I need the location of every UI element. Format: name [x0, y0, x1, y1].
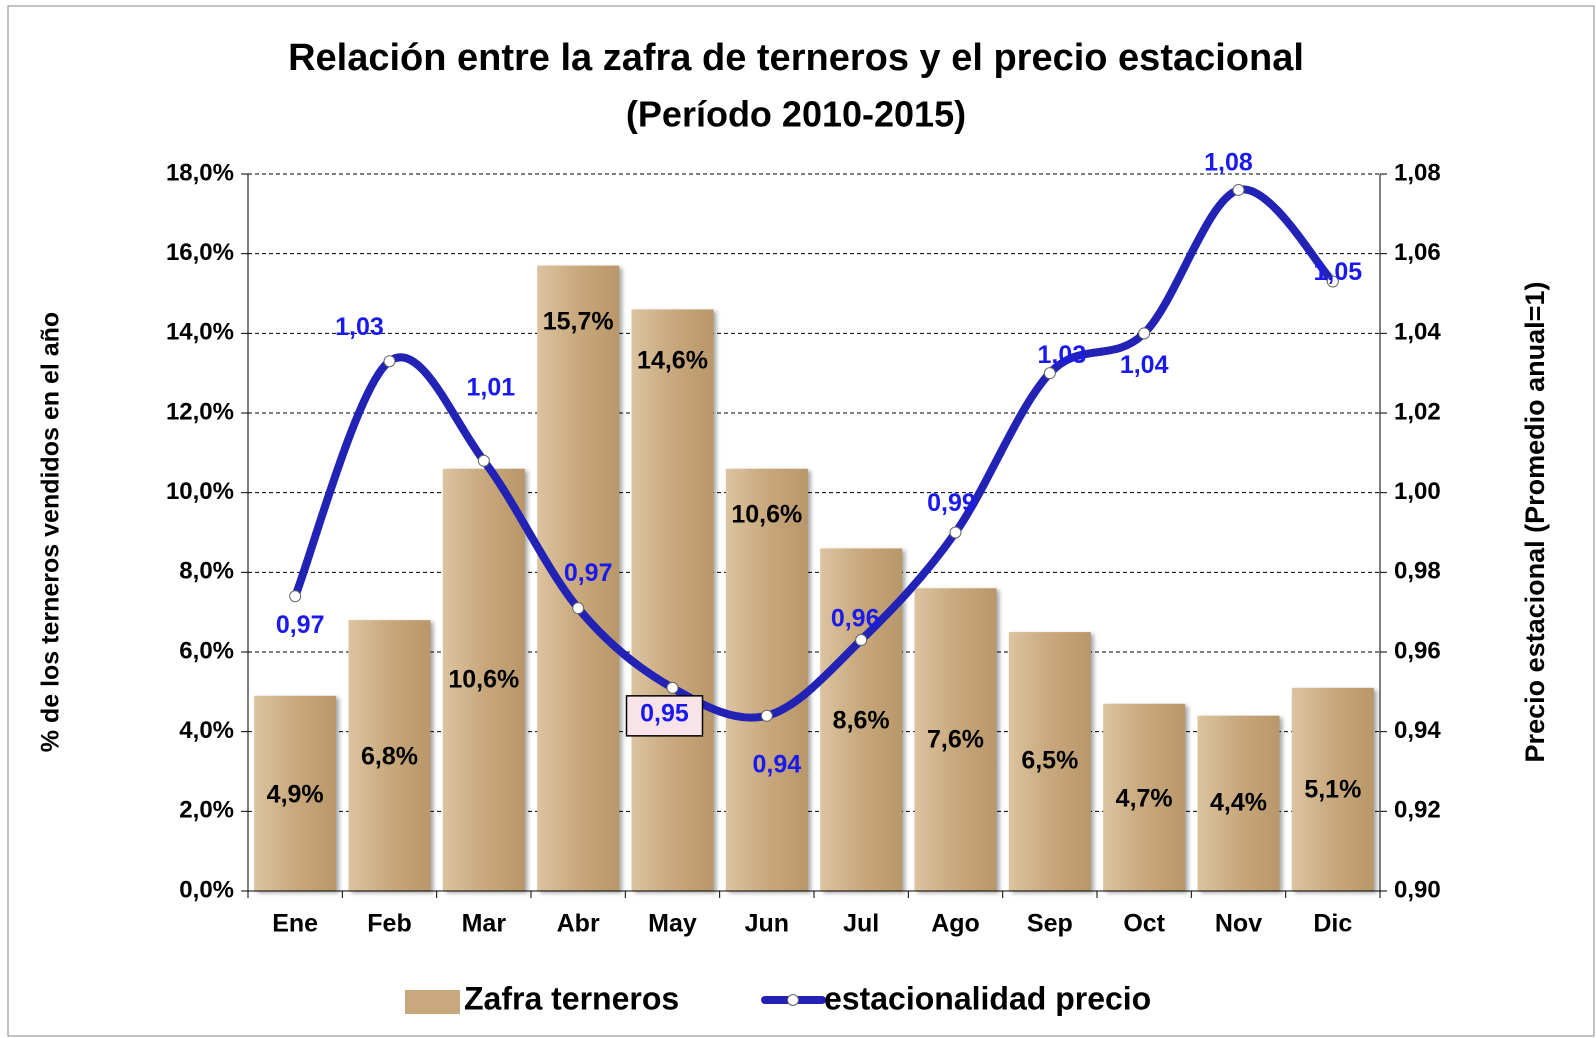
legend-label: estacionalidad precio [824, 980, 1151, 1016]
y-tick-label: 2,0% [179, 797, 234, 824]
line-value-label: 1,01 [466, 373, 515, 401]
line-value-label: 0,97 [564, 559, 613, 587]
line-value-label: 1,03 [1037, 341, 1086, 369]
line-marker [949, 526, 962, 539]
x-tick-label: Jun [745, 910, 789, 938]
y2-tick-label: 0,92 [1394, 797, 1441, 824]
y2-tick-label: 1,04 [1394, 319, 1441, 346]
bar [914, 588, 997, 891]
line-value-label: 0,97 [276, 611, 325, 639]
bar-value-label: 4,9% [267, 781, 324, 809]
y2-tick-label: 1,08 [1394, 159, 1441, 186]
bar-value-label: 14,6% [637, 347, 708, 375]
line-marker [1326, 275, 1339, 288]
x-tick-label: Abr [557, 910, 600, 938]
y2-tick-label: 0,96 [1394, 637, 1441, 664]
line-marker [289, 590, 302, 603]
line-value-label: 1,03 [335, 313, 384, 341]
bar [1008, 632, 1091, 891]
line-marker [760, 709, 773, 722]
line-marker [1232, 183, 1245, 196]
bar-value-label: 15,7% [543, 308, 614, 336]
y-tick-label: 18,0% [166, 159, 234, 186]
y2-tick-label: 1,00 [1394, 478, 1441, 505]
bar [348, 620, 431, 891]
y2-tick-label: 0,98 [1394, 558, 1441, 585]
legend-swatch [787, 994, 799, 1006]
y2-tick-label: 0,94 [1394, 717, 1441, 744]
bar [1197, 715, 1280, 891]
value-label-box [625, 695, 704, 737]
y2-axis-title: Precio estacional (Promedio anual=1) [1520, 282, 1550, 763]
x-tick-label: Dic [1313, 910, 1352, 938]
y-axis-title: % de los terneros vendidos en el año [37, 312, 65, 752]
bar [537, 265, 620, 891]
y2-tick-label: 1,02 [1394, 398, 1441, 425]
x-tick-label: Mar [462, 910, 507, 938]
x-tick-label: Ago [931, 910, 980, 938]
bar-value-label: 6,8% [361, 743, 418, 771]
line-marker [477, 454, 490, 467]
bar [820, 548, 903, 891]
bar-value-label: 10,6% [731, 501, 802, 529]
y-tick-label: 8,0% [179, 558, 234, 585]
bar-value-label: 5,1% [1304, 776, 1361, 804]
bar-value-label: 10,6% [448, 666, 519, 694]
line-value-label: 0,95 [640, 699, 689, 727]
y-tick-label: 0,0% [179, 876, 234, 903]
line-marker [666, 681, 679, 694]
y-tick-label: 16,0% [166, 239, 234, 266]
y-tick-label: 12,0% [166, 398, 234, 425]
x-tick-label: Nov [1215, 910, 1262, 938]
x-tick-label: Feb [367, 910, 411, 938]
line-value-label: 0,99 [927, 489, 976, 517]
line-marker [572, 602, 585, 615]
bar [1103, 703, 1186, 891]
chart-title: Relación entre la zafra de terneros y el… [288, 37, 1304, 79]
y2-tick-label: 1,06 [1394, 239, 1441, 266]
y-tick-label: 14,0% [166, 319, 234, 346]
y2-tick-label: 0,90 [1394, 876, 1441, 903]
y-tick-label: 6,0% [179, 637, 234, 664]
line [291, 185, 1337, 722]
line-value-label: 0,96 [831, 605, 880, 633]
bar [725, 468, 808, 891]
bar-value-label: 4,7% [1116, 785, 1173, 813]
line-value-label: 1,08 [1204, 149, 1253, 177]
line-marker [855, 634, 868, 647]
chart-subtitle: (Período 2010-2015) [626, 94, 966, 135]
legend-swatch [405, 990, 460, 1014]
bar-value-label: 7,6% [927, 726, 984, 754]
bar-value-label: 8,6% [833, 707, 890, 735]
line-marker [1043, 367, 1056, 380]
line-value-label: 1,05 [1313, 258, 1362, 286]
x-tick-label: Ene [272, 910, 318, 938]
x-tick-label: May [648, 910, 697, 938]
line-value-label: 0,94 [752, 750, 801, 778]
line-marker [383, 355, 396, 368]
legend-label: Zafra terneros [464, 980, 679, 1016]
bar [254, 695, 337, 891]
line-marker [1138, 327, 1151, 340]
x-tick-label: Sep [1027, 910, 1073, 938]
bar [631, 309, 714, 891]
y-tick-label: 4,0% [179, 717, 234, 744]
bar [442, 468, 525, 891]
bar [1291, 687, 1374, 891]
y-tick-label: 10,0% [166, 478, 234, 505]
x-tick-label: Oct [1123, 910, 1165, 938]
x-tick-label: Jul [843, 910, 879, 938]
line-value-label: 1,04 [1120, 351, 1169, 379]
bar-value-label: 6,5% [1021, 747, 1078, 775]
bar-value-label: 4,4% [1210, 789, 1267, 817]
